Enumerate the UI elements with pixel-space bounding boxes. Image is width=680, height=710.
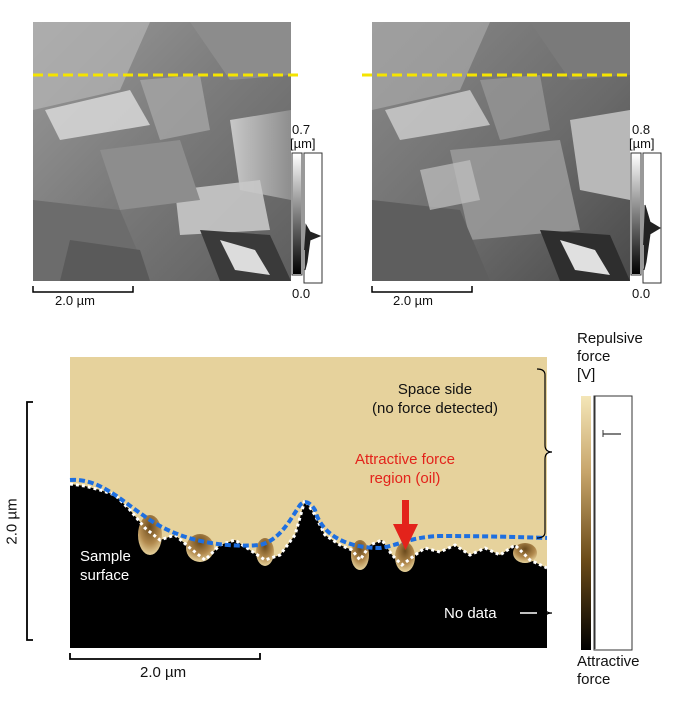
colorbar-max-right: 0.8 xyxy=(632,122,651,137)
attractive-region-label: Attractive force region (oil) xyxy=(354,451,456,487)
no-data-label: No data xyxy=(444,605,497,622)
y-scalebar-label-bottom: 2.0 µm xyxy=(3,498,21,545)
x-scalebar-label-bottom: 2.0 µm xyxy=(140,664,187,681)
colorbar-unit-left: [µm] xyxy=(290,136,316,151)
space-side-label: Space side (no force detected) xyxy=(372,381,498,417)
colorbar-unit-right: [µm] xyxy=(629,136,655,151)
colorbar-min-left: 0.0 xyxy=(292,286,311,301)
scalebar-label-top-left: 2.0 µm xyxy=(55,293,96,308)
force-colorbar-top-label: Repulsive force [V] xyxy=(577,330,643,383)
sample-surface-label: Sample surface xyxy=(80,548,131,584)
force-colorbar-bottom-label: Attractive force xyxy=(577,653,640,688)
colorbar-max-left: 0.7 xyxy=(292,122,311,137)
scalebar-label-top-right: 2.0 µm xyxy=(393,293,434,308)
colorbar-min-right: 0.0 xyxy=(632,286,651,301)
